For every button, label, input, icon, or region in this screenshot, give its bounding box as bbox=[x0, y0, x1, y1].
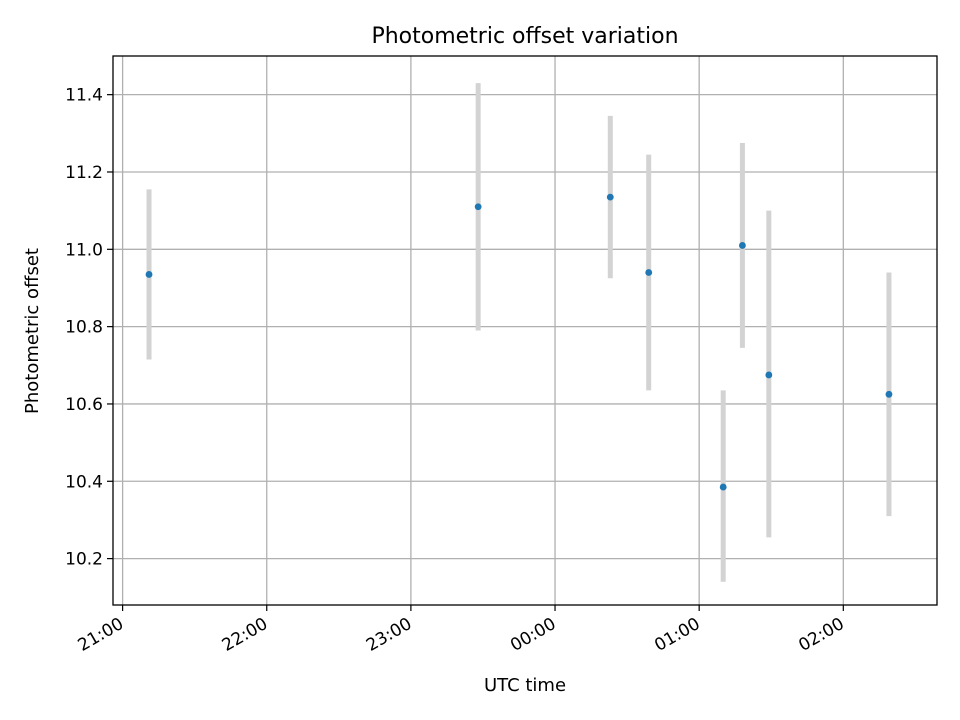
y-tick-label: 11.0 bbox=[65, 240, 103, 260]
y-tick-label: 11.4 bbox=[65, 86, 103, 106]
data-point bbox=[739, 242, 746, 249]
y-axis-label: Photometric offset bbox=[22, 248, 43, 414]
data-point bbox=[885, 390, 893, 398]
data-point bbox=[474, 203, 482, 211]
chart-title: Photometric offset variation bbox=[371, 24, 678, 49]
data-points bbox=[145, 193, 893, 491]
data-point bbox=[765, 371, 773, 379]
y-tick-label: 10.4 bbox=[65, 472, 103, 492]
data-point bbox=[719, 483, 727, 491]
y-tick-label: 10.8 bbox=[65, 318, 103, 338]
y-tick-label: 10.2 bbox=[65, 550, 103, 570]
y-tick-label: 11.2 bbox=[65, 163, 103, 183]
x-axis-label: UTC time bbox=[484, 675, 566, 696]
plot-frame bbox=[112, 55, 938, 606]
data-point bbox=[606, 193, 614, 201]
data-point bbox=[645, 269, 653, 276]
data-point bbox=[145, 271, 153, 278]
grid-lines bbox=[113, 56, 937, 605]
y-tick-label: 10.6 bbox=[65, 395, 103, 415]
